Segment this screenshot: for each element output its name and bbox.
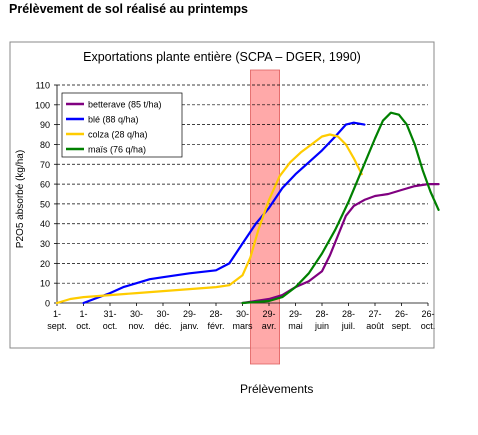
y-tick-label: 20 <box>40 259 50 269</box>
series-line-2 <box>55 133 363 305</box>
y-tick-label: 80 <box>40 140 50 150</box>
series-line-3 <box>241 111 440 305</box>
x-tick-label-month: févr. <box>207 321 224 331</box>
x-tick-label-month: juin <box>314 321 329 331</box>
x-tick-label-day: 30- <box>236 309 249 319</box>
x-tick-label-day: 31- <box>103 309 116 319</box>
y-tick-label: 100 <box>35 100 50 110</box>
series-line-0 <box>241 183 440 305</box>
y-tick-label: 50 <box>40 199 50 209</box>
x-tick-label-month: mars <box>233 321 253 331</box>
legend-label-1: blé (88 q/ha) <box>88 115 139 125</box>
series-lines <box>55 111 440 305</box>
x-tick-label-month: août <box>366 321 384 331</box>
x-tick-label-month: sept. <box>392 321 412 331</box>
y-tick-label: 110 <box>36 81 50 91</box>
x-tick-label-month: oct. <box>76 321 91 331</box>
samplings-label: Prélèvements <box>240 382 314 396</box>
x-tick-label-day: 30- <box>130 309 143 319</box>
x-tick-label-day: 1- <box>53 309 61 319</box>
x-tick-label-month: oct. <box>103 321 118 331</box>
x-tick-label-day: 26- <box>395 309 408 319</box>
x-tick-label-month: nov. <box>128 321 144 331</box>
y-tick-label: 10 <box>40 279 50 289</box>
y-tick-label: 90 <box>40 120 50 130</box>
y-tick-label: 60 <box>40 180 50 190</box>
x-tick-label-day: 26- <box>421 309 434 319</box>
legend-label-0: betterave (85 t/ha) <box>88 100 162 110</box>
x-tick-label-month: janv. <box>179 321 198 331</box>
x-tick-label-day: 28- <box>315 309 328 319</box>
y-axis-label: P2O5 absorbé (kg/ha) <box>15 150 26 248</box>
x-tick-label-day: 29- <box>183 309 196 319</box>
x-tick-label-month: juil. <box>341 321 356 331</box>
legend-label-2: colza (28 q/ha) <box>88 130 148 140</box>
x-tick-label-day: 28- <box>342 309 355 319</box>
page-heading: Prélèvement de sol réalisé au printemps <box>9 2 248 16</box>
x-tick-label-day: 29- <box>289 309 302 319</box>
series-line-1 <box>82 121 366 305</box>
x-tick-label-month: mai <box>288 321 303 331</box>
gridlines <box>57 84 428 284</box>
legend-label-3: maïs (76 q/ha) <box>88 145 146 155</box>
x-tick-label-day: 30- <box>156 309 169 319</box>
y-tick-label: 70 <box>40 160 50 170</box>
x-tick-label-month: oct. <box>421 321 436 331</box>
sampling-period-band <box>250 69 280 365</box>
chart-frame <box>9 41 435 349</box>
highlight-band-layer <box>250 69 280 365</box>
x-tick-label-month: déc. <box>154 321 171 331</box>
y-tick-label: 40 <box>40 219 50 229</box>
x-tick-label-month: sept. <box>47 321 67 331</box>
y-tick-label: 0 <box>45 299 50 309</box>
x-tick-label-day: 1- <box>79 309 87 319</box>
x-tick-label-day: 29- <box>262 309 275 319</box>
axes: 0 10 20 30 40 50 60 70 80 90 100 110 1- sept. 1- oct. 31… <box>35 81 435 332</box>
chart-title: Exportations plante entière (SCPA – DGER… <box>83 50 361 64</box>
x-tick-label-month: avr. <box>262 321 277 331</box>
legend: betterave (85 t/ha) blé (88 q/ha) colza (2… <box>61 92 183 158</box>
y-tick-label: 30 <box>40 239 50 249</box>
x-tick-label-day: 27- <box>368 309 381 319</box>
x-tick-label-day: 28- <box>209 309 222 319</box>
